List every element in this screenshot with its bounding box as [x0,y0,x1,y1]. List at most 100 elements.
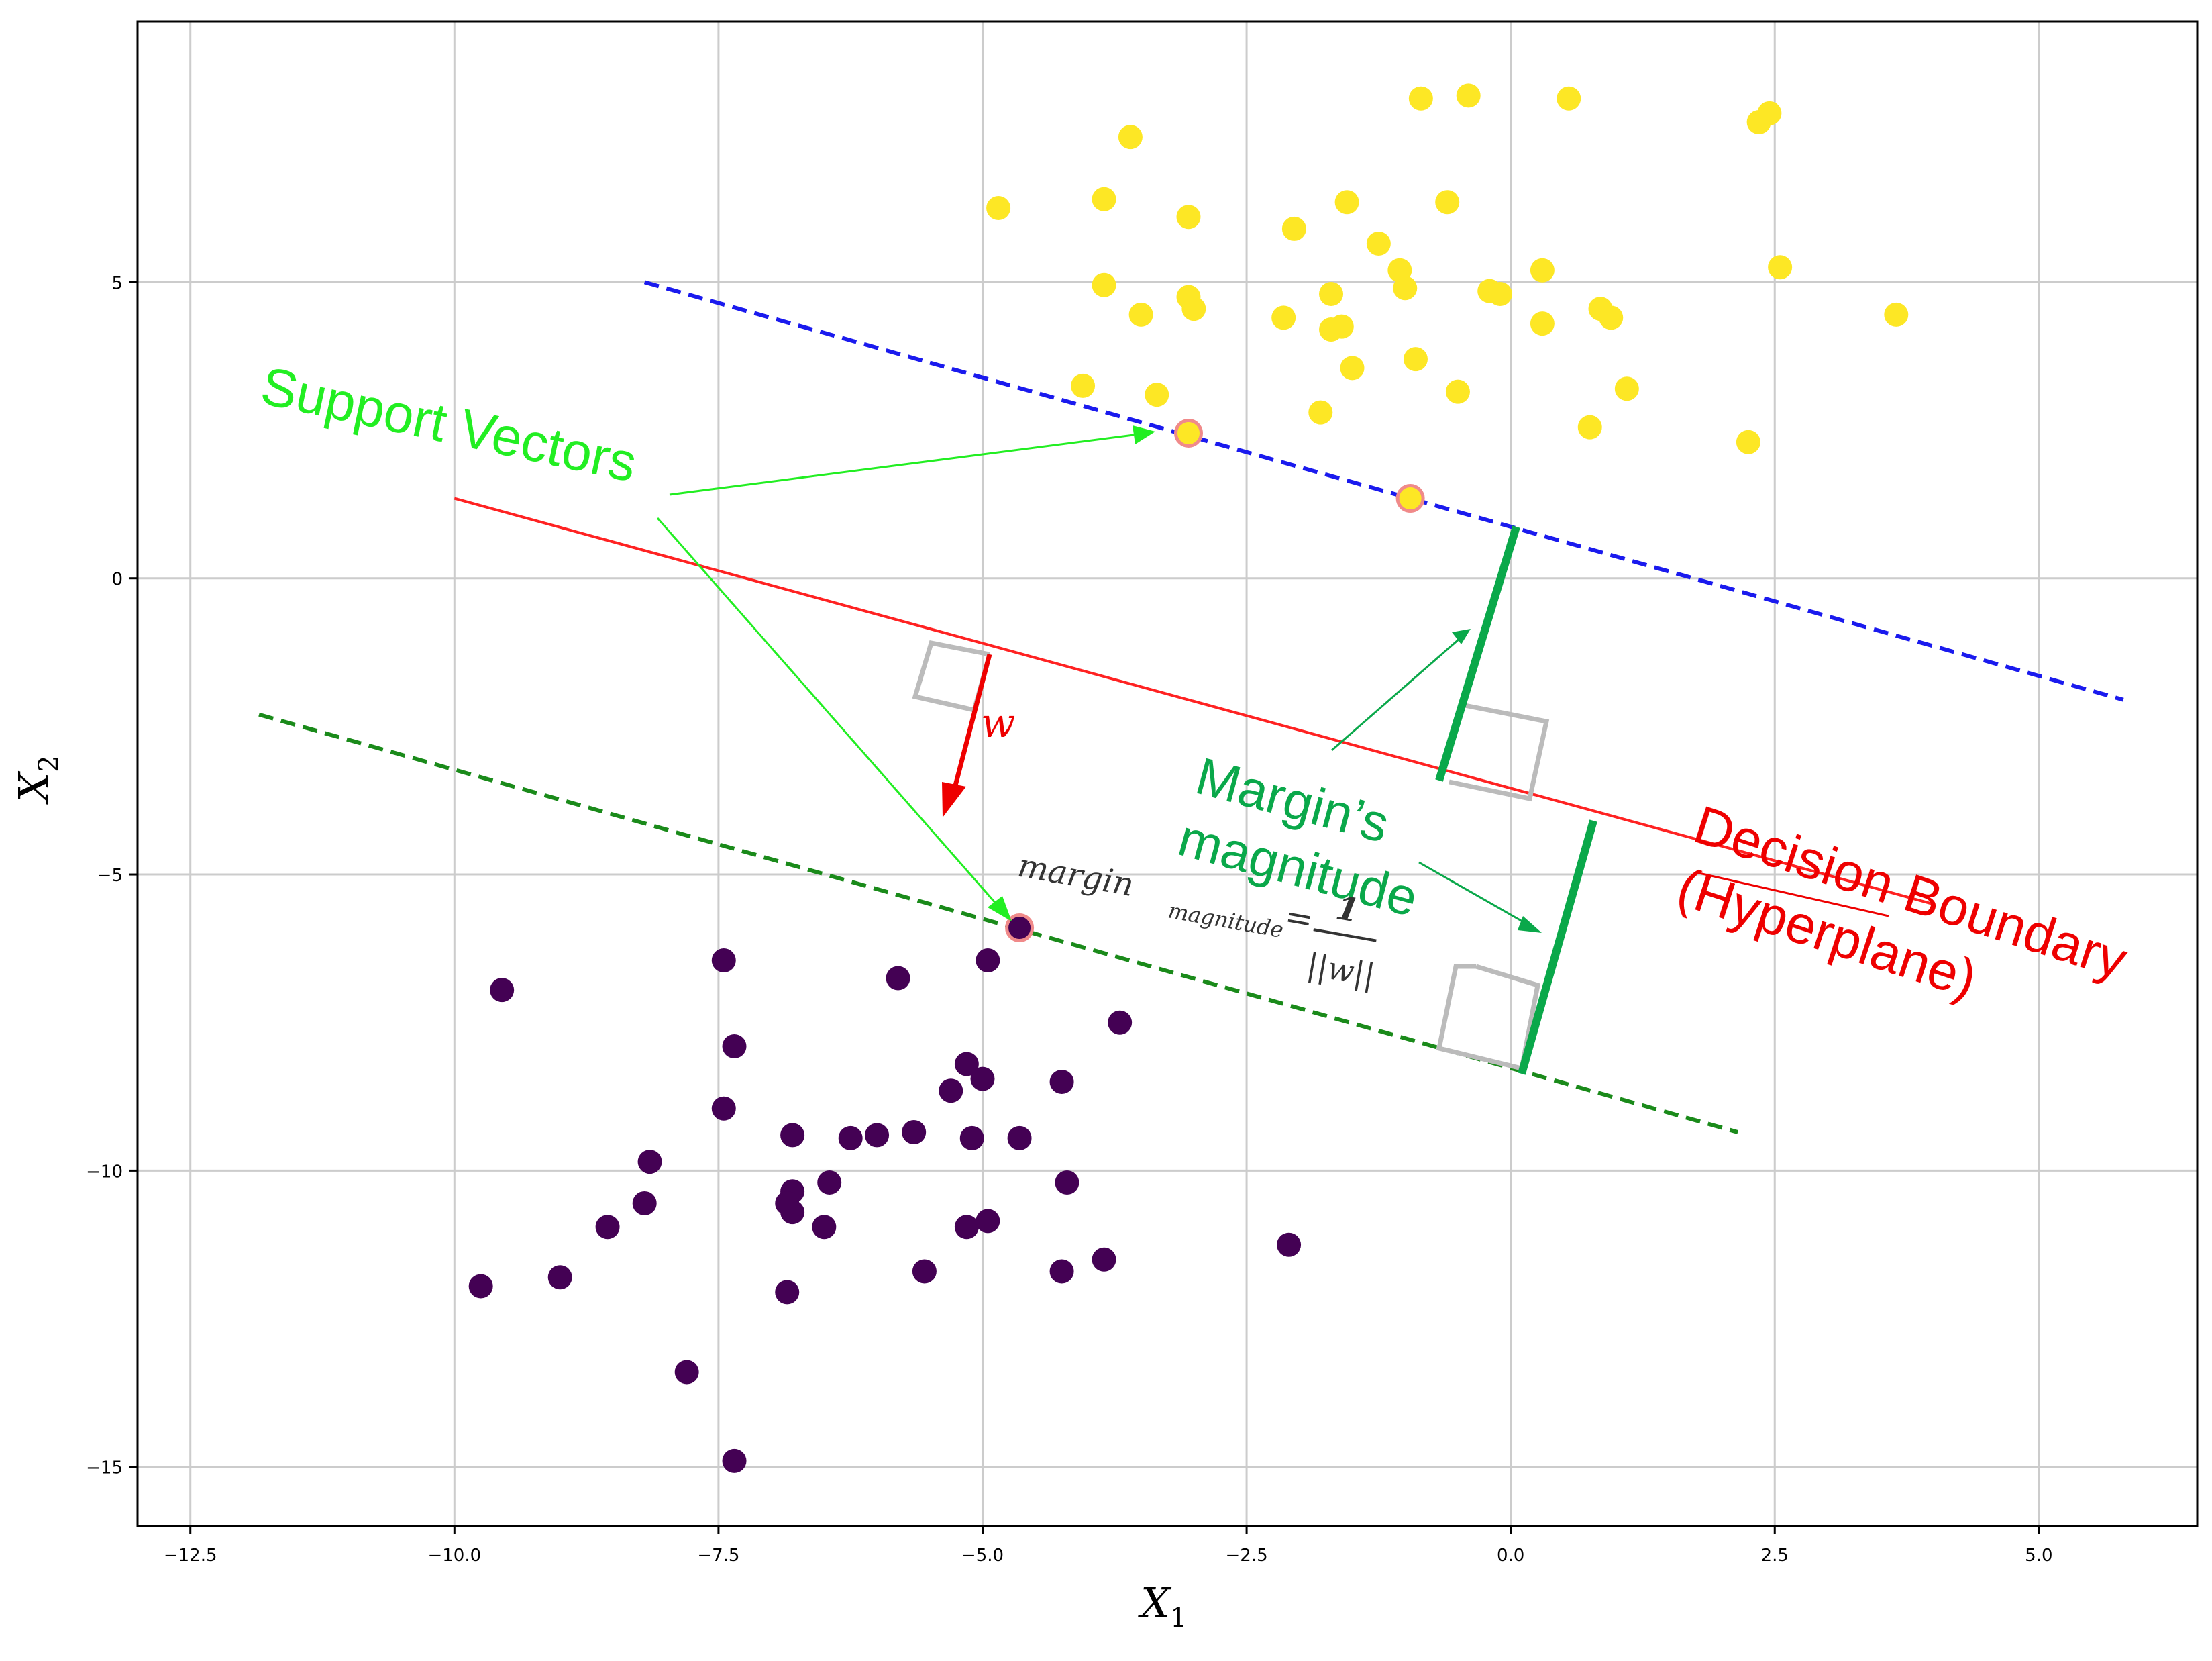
class-purple-point [547,1265,572,1290]
class-yellow-point [1071,373,1096,398]
class-purple-point [1007,1125,1032,1150]
class-purple-point [711,948,736,973]
perpendicular-marker-lower [1436,964,1541,1072]
class-yellow-point [1181,297,1206,321]
class-purple-point [632,1191,657,1215]
class-yellow-point [1530,258,1555,283]
class-yellow-point [1145,383,1169,407]
class-yellow-point [1403,347,1428,372]
upper-margin-line [643,280,2124,702]
x-tick-label: 5.0 [2025,1546,2052,1566]
support-vector-arrows [656,425,1155,921]
w-label: w [981,700,1015,747]
class-purple-point [912,1259,937,1284]
class-yellow-point [1487,282,1512,307]
class-purple-point [490,978,515,1003]
x-tick-label: −10.0 [427,1546,481,1566]
class-purple-point [817,1170,842,1195]
class-yellow-point [1308,400,1333,425]
axis-ticks: −12.5 −10.0 −7.5 −5.0 −2.5 0.0 2.5 5.0 5 0 −5 −10 −1… [86,273,2052,1566]
plot-frame [136,20,2199,1527]
class-yellow-point [1092,187,1116,211]
class-yellow-point [1281,216,1306,241]
class-purple-point [865,1123,890,1148]
y-tick-label: −5 [97,866,123,886]
x-tick-label: −2.5 [1226,1546,1268,1566]
x-tick-label: −5.0 [961,1546,1004,1566]
class-purple-point [637,1150,662,1174]
class-purple-point [954,1052,979,1076]
class-purple-point [1055,1170,1079,1195]
x-tick-label: −12.5 [164,1546,217,1566]
class-purple-point [674,1360,699,1385]
support-vector-point [1173,418,1203,448]
class-yellow-point [1329,314,1354,339]
class-yellow-point [1768,255,1793,280]
data-points [468,83,1909,1473]
class-purple-point [838,1125,863,1150]
x-tick-label: −7.5 [697,1546,739,1566]
class-purple-point [954,1215,979,1240]
class-yellow-point [1884,302,1909,327]
support-vectors-label: Support Vectors [256,356,641,493]
class-yellow-point [1530,311,1555,336]
class-purple-point [1108,1010,1133,1035]
margin-segment-lower [1518,819,1597,1075]
x-tick-label: 2.5 [1761,1546,1789,1566]
class-yellow-point [1577,415,1602,440]
margin-arrows [1331,629,1542,933]
class-purple-point [468,1274,493,1299]
class-yellow-point [1128,302,1153,327]
class-purple-point [780,1123,805,1148]
class-purple-point [812,1215,837,1240]
class-yellow-point [1445,379,1470,404]
class-purple-point [959,1125,984,1150]
y-tick-label: −15 [86,1458,123,1478]
lower-margin-line [258,712,1738,1134]
class-purple-point [939,1078,963,1103]
class-purple-point [970,1066,995,1091]
class-purple-point [1092,1247,1116,1272]
class-purple-point [1277,1232,1302,1257]
class-yellow-point [1118,125,1143,150]
gridlines [138,21,2197,1526]
margin-segment-upper [1435,525,1520,782]
class-purple-point [595,1215,620,1240]
class-yellow-point [1408,86,1433,111]
perpendicular-marker-upper [1449,702,1550,802]
boundary-lines [258,280,2124,1134]
y-tick-label: 5 [111,273,123,293]
x-tick-label: 0.0 [1497,1546,1524,1566]
class-yellow-point [1599,305,1624,330]
class-purple-point [976,1209,1000,1234]
class-yellow-point [1366,232,1391,256]
class-purple-point [775,1280,800,1305]
class-yellow-point [1334,190,1359,215]
support-vector-point [1005,913,1035,942]
class-yellow-point [1557,86,1581,111]
class-purple-point [1049,1259,1074,1284]
class-purple-point [1049,1069,1074,1094]
svg-text:margin: margin [1015,847,1137,904]
class-purple-point [775,1191,800,1215]
class-yellow-point [1092,272,1116,297]
class-yellow-point [1456,83,1481,108]
svg-text:magnitude: magnitude [1166,897,1285,943]
class-yellow-point [1340,356,1365,381]
class-yellow-point [1757,101,1782,125]
class-yellow-point [1319,282,1344,307]
class-yellow-point [986,196,1011,221]
class-yellow-point [1271,305,1296,330]
x-axis-label: X1 [1138,1578,1188,1633]
class-yellow-point [1393,276,1418,301]
class-purple-point [722,1448,747,1473]
class-yellow-point [1176,205,1201,230]
class-purple-point [902,1120,927,1145]
support-vector-point [1395,484,1425,513]
class-purple-point [976,948,1000,973]
class-yellow-point [1435,190,1460,215]
y-tick-label: −10 [86,1162,123,1182]
w-vector-arrow [942,654,992,817]
class-purple-point [711,1096,736,1121]
